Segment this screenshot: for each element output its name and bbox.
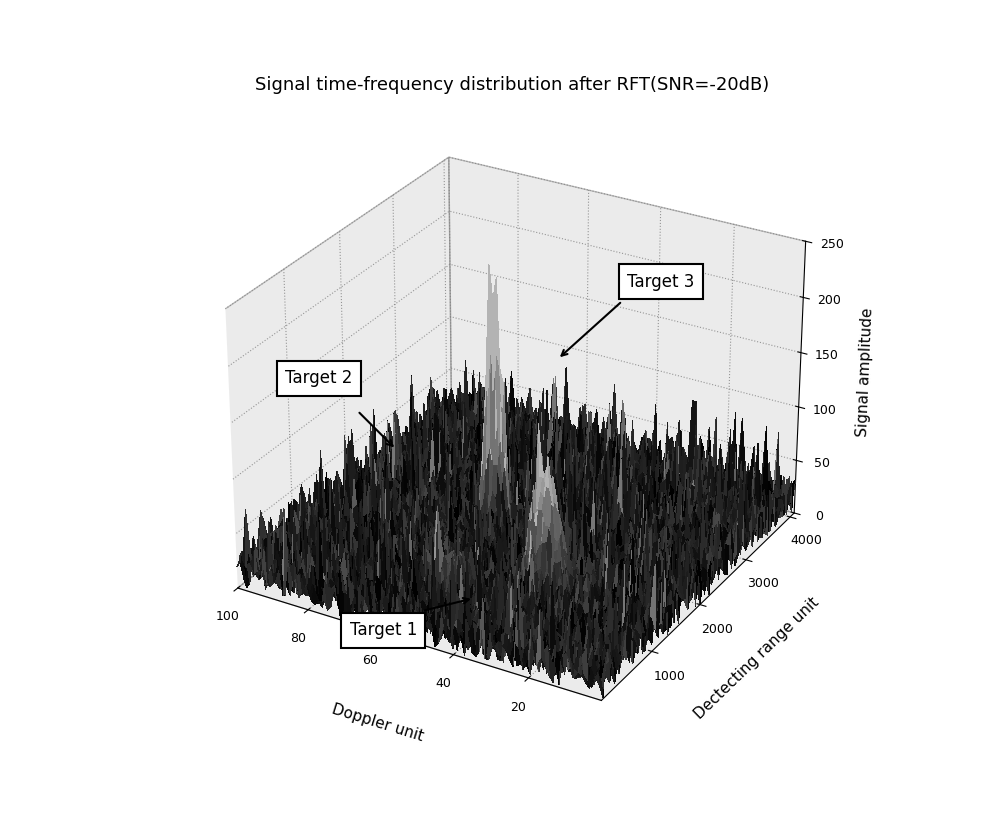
Text: Target 2: Target 2 <box>285 369 352 388</box>
Title: Signal time-frequency distribution after RFT(SNR=-20dB): Signal time-frequency distribution after… <box>255 76 770 94</box>
Y-axis label: Dectecting range unit: Dectecting range unit <box>691 595 822 722</box>
X-axis label: Doppler unit: Doppler unit <box>330 701 425 743</box>
Text: Target 3: Target 3 <box>627 273 695 290</box>
Text: Target 1: Target 1 <box>350 622 417 639</box>
